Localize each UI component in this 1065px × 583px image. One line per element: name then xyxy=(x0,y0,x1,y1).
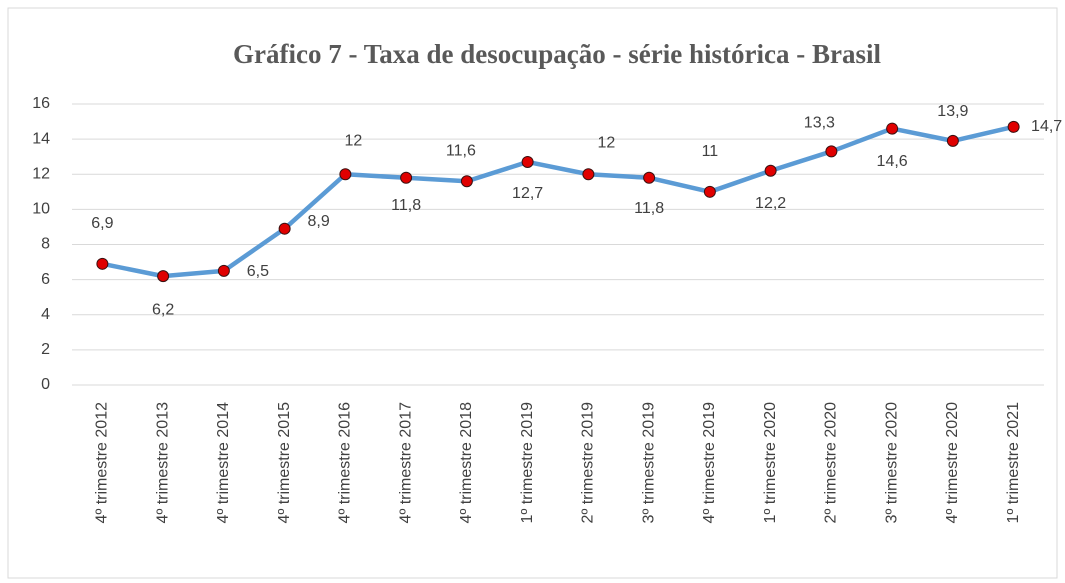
y-tick-label: 10 xyxy=(32,201,50,218)
data-point xyxy=(96,257,109,270)
data-point xyxy=(157,270,170,283)
y-tick-label: 14 xyxy=(32,130,50,147)
data-label: 12,7 xyxy=(512,185,543,202)
x-tick-label: 4º trimestre 2016 xyxy=(337,402,354,524)
data-label: 6,5 xyxy=(247,263,269,280)
data-point xyxy=(400,171,413,184)
data-point xyxy=(886,122,899,135)
x-tick-label: 4º trimestre 2018 xyxy=(458,402,475,524)
x-tick-label: 3º trimestre 2019 xyxy=(640,402,657,524)
y-tick-label: 12 xyxy=(32,165,50,182)
x-tick-label: 4º trimestre 2019 xyxy=(701,402,718,524)
y-tick-label: 4 xyxy=(41,306,50,323)
x-tick-label: 1º trimestre 2020 xyxy=(762,402,779,524)
data-label: 12 xyxy=(597,134,615,151)
data-point xyxy=(339,168,352,181)
data-point xyxy=(217,264,230,277)
data-point xyxy=(582,168,595,181)
x-tick-label: 4º trimestre 2020 xyxy=(944,402,961,524)
y-tick-label: 0 xyxy=(41,376,50,393)
x-tick-label: 4º trimestre 2017 xyxy=(397,402,414,524)
y-tick-label: 6 xyxy=(41,271,50,288)
data-label: 11,6 xyxy=(446,142,476,159)
data-point xyxy=(946,134,959,147)
x-tick-label: 4º trimestre 2015 xyxy=(276,402,293,524)
x-tick-label: 4º trimestre 2012 xyxy=(94,402,111,524)
y-tick-label: 8 xyxy=(41,236,50,253)
data-label: 13,3 xyxy=(804,115,835,132)
y-tick-label: 2 xyxy=(41,341,50,358)
data-point xyxy=(521,155,534,168)
data-point xyxy=(643,171,656,184)
data-point xyxy=(1007,120,1020,133)
data-point xyxy=(703,185,716,198)
data-label: 8,9 xyxy=(308,213,330,230)
x-tick-label: 2º trimestre 2020 xyxy=(823,402,840,524)
data-point xyxy=(278,222,291,235)
x-tick-label: 3º trimestre 2020 xyxy=(883,402,900,524)
data-label: 6,9 xyxy=(91,215,113,232)
data-line xyxy=(101,124,1015,279)
data-point xyxy=(825,145,838,158)
data-label: 11,8 xyxy=(634,200,664,217)
x-tick-label: 2º trimestre 2019 xyxy=(580,402,597,524)
data-label: 12 xyxy=(344,132,362,149)
x-tick-label: 1º trimestre 2019 xyxy=(519,402,536,524)
x-tick-label: 1º trimestre 2021 xyxy=(1005,402,1022,524)
y-tick-label: 16 xyxy=(32,95,50,112)
data-label: 13,9 xyxy=(937,103,968,120)
data-point xyxy=(764,164,777,177)
data-label: 14,6 xyxy=(877,153,908,170)
data-label: 11 xyxy=(702,143,719,160)
data-point xyxy=(460,175,473,188)
data-label: 14,7 xyxy=(1031,118,1062,135)
x-tick-label: 4º trimestre 2014 xyxy=(215,402,232,524)
data-label: 12,2 xyxy=(755,195,786,212)
data-label: 6,2 xyxy=(152,301,174,318)
x-tick-label: 4º trimestre 2013 xyxy=(154,402,171,524)
chart-frame xyxy=(7,7,1058,579)
chart-title: Gráfico 7 - Taxa de desocupação - série … xyxy=(233,39,881,69)
data-label: 11,8 xyxy=(391,197,421,214)
